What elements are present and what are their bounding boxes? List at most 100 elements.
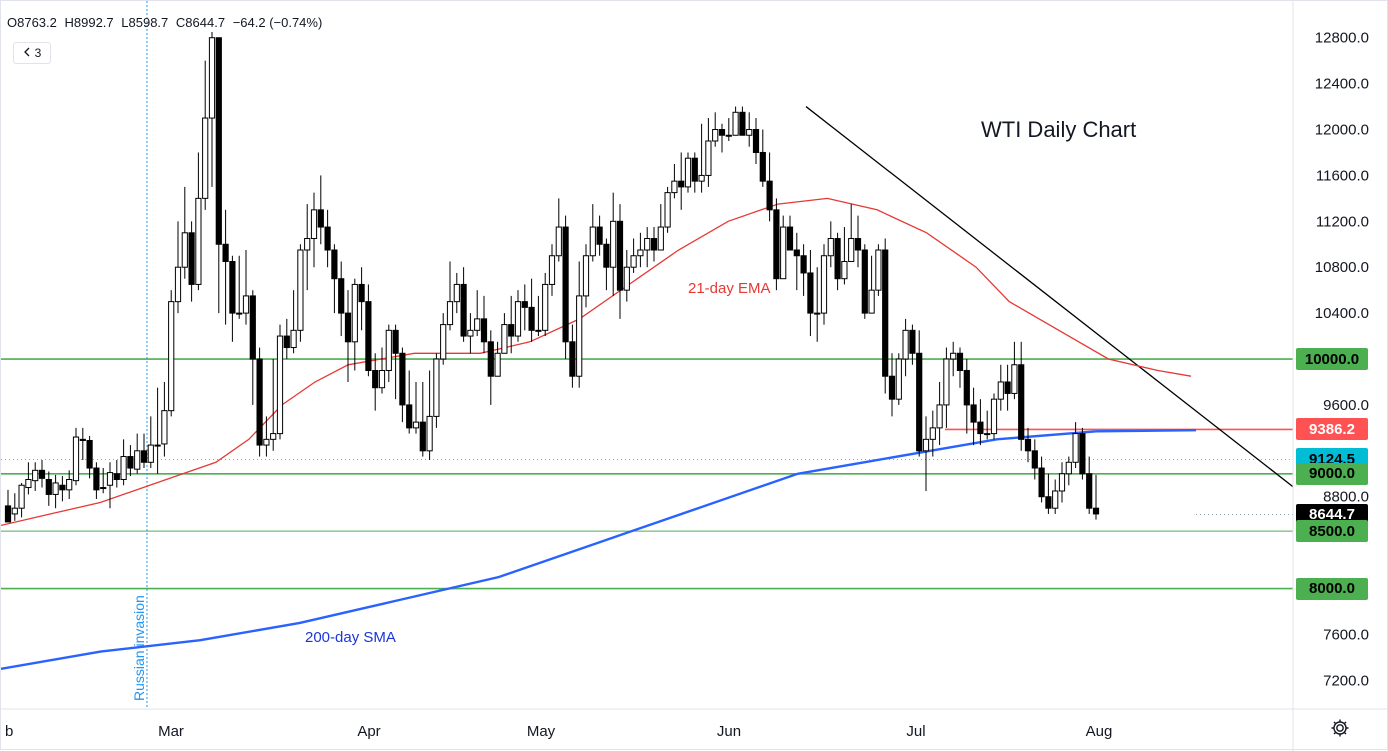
candle-body: [249, 295, 256, 360]
candle: [1045, 473, 1052, 514]
candle-body: [521, 301, 528, 308]
candle: [113, 459, 120, 488]
candle-body: [86, 439, 93, 469]
candle-body: [358, 283, 365, 303]
candle-body: [875, 249, 882, 291]
candle-body: [854, 238, 862, 251]
candle-body: [712, 129, 719, 142]
price-tag: 10000.0: [1296, 348, 1368, 371]
candle: [426, 370, 433, 460]
candle: [480, 295, 488, 354]
candle-body: [725, 134, 732, 137]
candle: [800, 244, 807, 296]
candle-body: [440, 324, 447, 360]
candle: [202, 60, 209, 210]
candle-body: [222, 243, 229, 262]
candle: [773, 198, 780, 291]
candle: [603, 238, 610, 291]
candle: [943, 347, 950, 428]
candle-body: [147, 444, 154, 463]
x-tick-label: b: [5, 723, 13, 740]
candle-body: [657, 226, 664, 251]
candle-body: [1052, 490, 1059, 509]
candle: [1038, 456, 1045, 503]
candle-body: [32, 469, 39, 482]
indicator-toggle-button[interactable]: 3: [13, 42, 51, 64]
candle: [1086, 456, 1093, 514]
candle-body: [372, 369, 379, 389]
candle: [562, 215, 569, 360]
candle: [984, 410, 991, 440]
candle: [392, 324, 399, 400]
candle-body: [446, 301, 454, 326]
candle-body: [739, 111, 746, 136]
candle: [589, 204, 596, 262]
candle-body: [1004, 381, 1011, 394]
candle: [256, 347, 263, 457]
candle: [93, 462, 100, 500]
candle: [208, 31, 216, 187]
candle-body: [338, 278, 345, 314]
candle: [433, 353, 440, 428]
candle-body: [848, 238, 855, 262]
candle: [766, 152, 773, 222]
candle-body: [834, 238, 841, 280]
candle-body: [766, 180, 773, 211]
candle-body: [140, 450, 148, 463]
candle-body: [1086, 473, 1093, 509]
candle: [569, 324, 576, 388]
event-label: Russian invasion: [131, 595, 147, 701]
candle: [786, 215, 794, 251]
candle: [637, 232, 644, 268]
candle-body: [984, 433, 991, 436]
candle-body: [1058, 473, 1066, 492]
price-tag: 8000.0: [1296, 577, 1368, 600]
candle-body: [861, 249, 868, 314]
candle-body: [902, 329, 909, 360]
candle-body: [297, 249, 304, 331]
candle: [956, 347, 964, 388]
candle-body: [11, 507, 18, 515]
candle-body: [827, 238, 834, 257]
candle: [4, 489, 12, 523]
candle: [181, 186, 188, 279]
candle-body: [45, 479, 52, 495]
candle-body: [950, 352, 957, 360]
candle-body: [623, 266, 630, 291]
price-tag: 9386.2: [1296, 418, 1368, 441]
candle-body: [331, 249, 338, 280]
candle-body: [759, 151, 766, 182]
candle-body: [433, 358, 440, 417]
candle-body: [310, 209, 318, 240]
y-tick-label: 9600.0: [1323, 397, 1369, 414]
candle-body: [752, 129, 760, 153]
candle-body: [970, 404, 977, 423]
candle: [807, 250, 814, 337]
candle: [1004, 364, 1011, 411]
candle: [412, 381, 420, 434]
candle-body: [385, 329, 392, 371]
candle: [759, 129, 766, 187]
candle-body: [909, 329, 916, 354]
gear-icon[interactable]: [1329, 717, 1351, 739]
candle-body: [956, 352, 964, 371]
candle-body: [181, 232, 188, 268]
candle-body: [820, 255, 828, 314]
candle: [820, 244, 828, 325]
candle-body: [630, 255, 637, 268]
candle: [705, 118, 712, 187]
candle: [623, 250, 630, 302]
candle: [406, 370, 413, 434]
candle: [474, 290, 481, 337]
candle: [215, 37, 222, 314]
candle-body: [79, 438, 86, 441]
candle-body: [800, 255, 807, 274]
candle-body: [93, 467, 100, 491]
candle: [691, 152, 698, 193]
candle: [38, 459, 46, 488]
candle-body: [399, 352, 406, 406]
ema-label: 21-day EMA: [688, 280, 771, 297]
y-tick-label: 7200.0: [1323, 672, 1369, 689]
